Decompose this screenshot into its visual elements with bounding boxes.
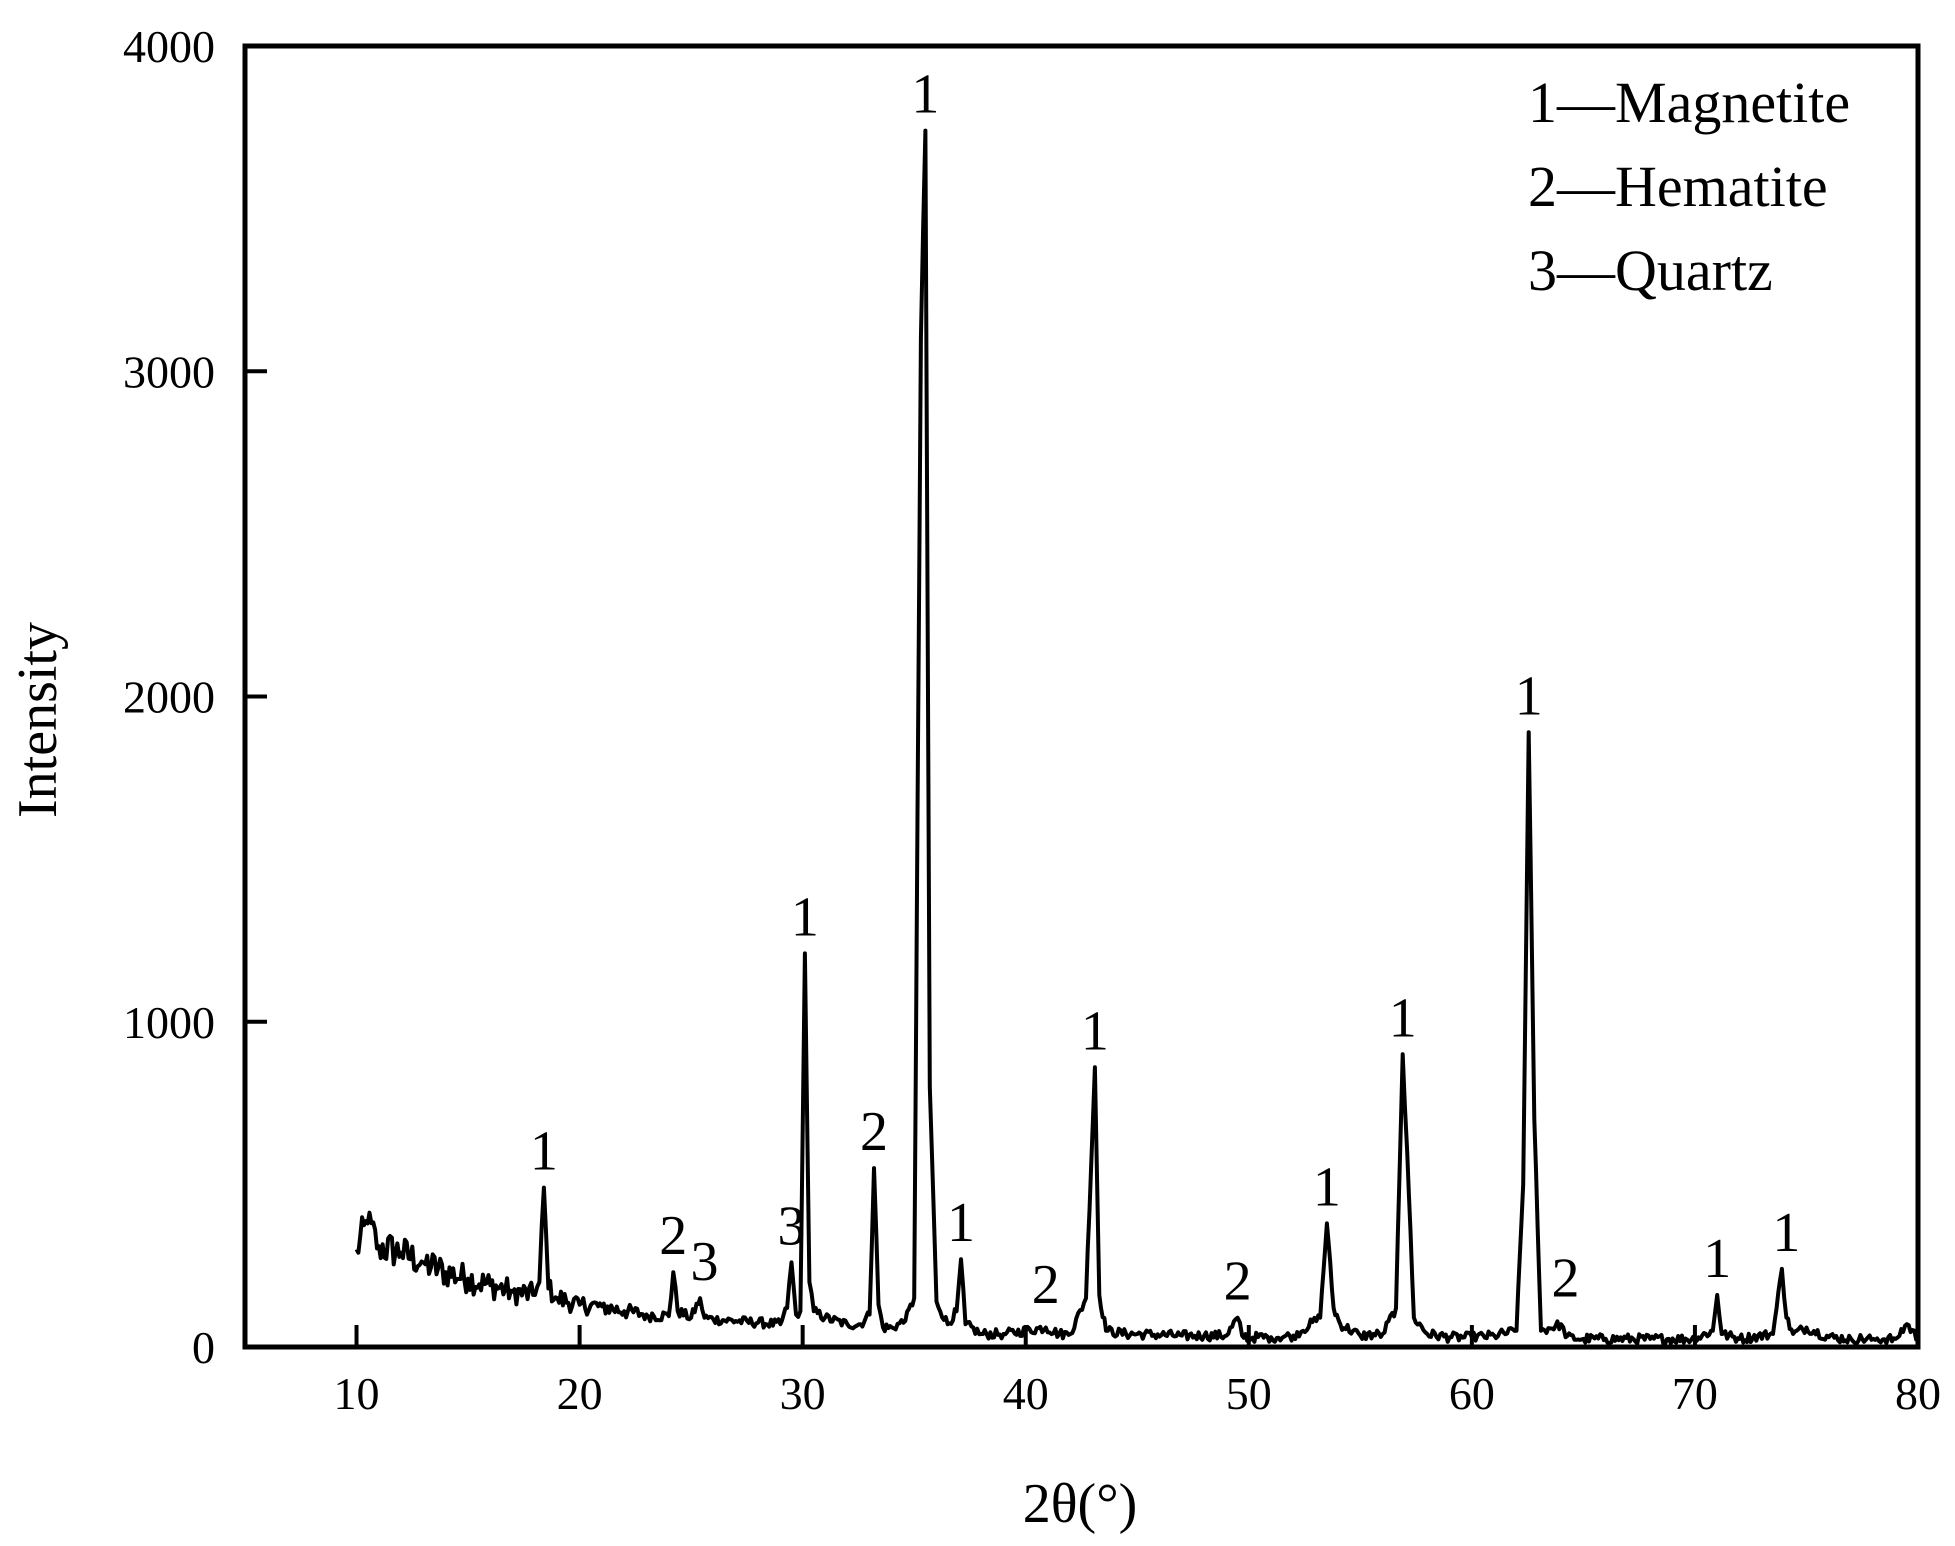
legend-entry: 1—Magnetite [1528,70,1850,135]
peak-label: 3 [691,1231,719,1293]
axis-ticks: 10 20 30 40 50 60 70 80 0 1000 2000 3000 4000 [123,21,1941,1419]
legend-entry: 3—Quartz [1528,238,1773,303]
y-tick-label: 4000 [123,21,215,72]
xrd-pattern-line [354,128,1919,1346]
peak-label: 2 [860,1101,888,1163]
y-axis-title: Intensity [7,622,69,818]
x-tick-label: 10 [334,1368,380,1419]
peak-label: 1 [1703,1228,1731,1290]
series-layer [354,128,1919,1346]
legend-entry: 2—Hematite [1528,154,1828,219]
peak-label: 2 [1032,1254,1060,1316]
y-tick-label: 1000 [123,997,215,1048]
y-tick-label: 0 [192,1322,215,1373]
peak-label: 1 [947,1192,975,1254]
y-tick-label: 2000 [123,672,215,723]
peak-label: 1 [791,886,819,948]
y-tick-label: 3000 [123,346,215,397]
peak-label: 3 [778,1195,806,1257]
x-tick-label: 80 [1895,1368,1941,1419]
peak-label: 1 [1313,1156,1341,1218]
peak-label: 1 [911,64,939,126]
x-tick-label: 50 [1226,1368,1272,1419]
peak-label: 1 [1772,1202,1800,1264]
peak-label: 1 [1081,1000,1109,1062]
x-tick-label: 30 [780,1368,826,1419]
peak-label: 2 [1224,1251,1252,1313]
x-axis-title: 2θ(°) [1023,1473,1138,1535]
x-tick-label: 60 [1449,1368,1495,1419]
peak-label: 1 [1389,987,1417,1049]
peak-label: 2 [659,1205,687,1267]
peak-label: 1 [1515,665,1543,727]
x-tick-label: 20 [557,1368,603,1419]
peak-label: 2 [1552,1247,1580,1309]
x-tick-label: 70 [1672,1368,1718,1419]
x-tick-label: 40 [1003,1368,1049,1419]
peak-label: 1 [530,1121,558,1183]
legend: 1—Magnetite 2—Hematite 3—Quartz [1528,70,1850,303]
